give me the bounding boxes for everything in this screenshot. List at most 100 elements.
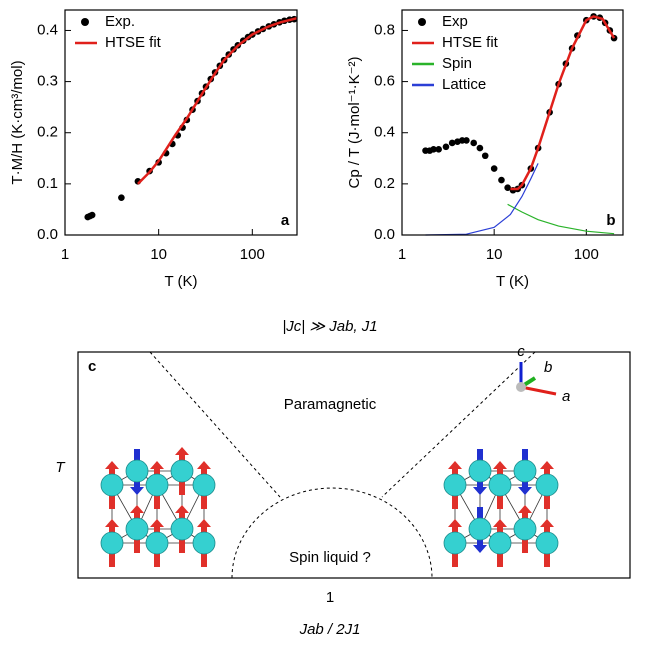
legend-label: HTSE fit bbox=[105, 34, 162, 51]
legend-marker bbox=[81, 18, 89, 26]
atom bbox=[443, 473, 467, 497]
spin-head bbox=[105, 519, 119, 527]
spin-head bbox=[175, 447, 189, 455]
data-point bbox=[481, 152, 489, 160]
legend-marker bbox=[418, 18, 426, 26]
spin-head bbox=[150, 519, 164, 527]
series-line bbox=[137, 16, 298, 185]
spin-head bbox=[448, 461, 462, 469]
x-axis-label: Jab / 2J1 bbox=[299, 621, 361, 638]
phase-boundary bbox=[149, 351, 536, 498]
atom bbox=[170, 517, 194, 541]
plot-frame bbox=[401, 9, 624, 236]
spin-head bbox=[473, 487, 487, 495]
y-tick-label: 0.2 bbox=[374, 175, 395, 192]
crystal bbox=[443, 449, 559, 567]
y-tick-label: 0.2 bbox=[37, 124, 58, 141]
spin-head bbox=[493, 519, 507, 527]
y-tick-label: 0.0 bbox=[37, 226, 58, 243]
data-point bbox=[435, 146, 442, 153]
data-point bbox=[442, 143, 450, 151]
atom bbox=[468, 459, 492, 483]
axes-icon: c b a bbox=[516, 343, 570, 405]
diagram-title: |Jc| ≫ Jab, J1 bbox=[282, 318, 377, 335]
data-point bbox=[476, 144, 484, 152]
spin-head bbox=[518, 505, 532, 513]
atom bbox=[443, 531, 467, 555]
atom bbox=[100, 473, 124, 497]
atom bbox=[468, 517, 492, 541]
diagram-frame bbox=[77, 351, 631, 579]
plot-frame bbox=[64, 9, 298, 236]
legend-label: Spin bbox=[442, 55, 472, 72]
atom bbox=[125, 517, 149, 541]
x-axis-label: T (K) bbox=[496, 273, 529, 290]
x-axis-label: T (K) bbox=[164, 273, 197, 290]
x-tick-label: 100 bbox=[240, 246, 265, 263]
x-tick-label: 100 bbox=[574, 246, 599, 263]
atom bbox=[145, 473, 169, 497]
data-point bbox=[504, 184, 511, 191]
y-tick-label: 0.4 bbox=[374, 124, 395, 141]
spin-head bbox=[493, 461, 507, 469]
crystal bbox=[100, 447, 216, 567]
atom bbox=[192, 531, 216, 555]
spin-head bbox=[473, 545, 487, 553]
data-point bbox=[118, 194, 125, 201]
spin-head bbox=[197, 519, 211, 527]
data-point bbox=[430, 146, 437, 153]
atom bbox=[192, 473, 216, 497]
data-point bbox=[448, 139, 456, 147]
panel-label: a bbox=[281, 212, 290, 229]
atom bbox=[145, 531, 169, 555]
data-point bbox=[470, 139, 478, 147]
legend-label: Exp bbox=[442, 13, 468, 30]
series-line bbox=[425, 163, 539, 236]
x-tick-label: 1 bbox=[61, 246, 69, 263]
atom bbox=[170, 459, 194, 483]
spin-head bbox=[540, 519, 554, 527]
legend-label: Lattice bbox=[442, 76, 486, 93]
region-label: Paramagnetic bbox=[284, 396, 377, 413]
spin-head bbox=[448, 519, 462, 527]
y-tick-label: 0.1 bbox=[37, 175, 58, 192]
atom bbox=[488, 473, 512, 497]
spin-head bbox=[518, 487, 532, 495]
panel-label: c bbox=[88, 358, 96, 375]
x-tick-label: 10 bbox=[150, 246, 167, 263]
data-point bbox=[88, 211, 96, 219]
axis-label: a bbox=[562, 388, 570, 405]
spin-head bbox=[540, 461, 554, 469]
spin-head bbox=[130, 505, 144, 513]
y-tick-label: 0.8 bbox=[374, 21, 395, 38]
data-point bbox=[490, 165, 498, 172]
legend-label: Exp. bbox=[105, 13, 135, 30]
axis-label: c bbox=[517, 343, 525, 360]
panel-label: b bbox=[606, 212, 615, 229]
y-tick-label: 0.3 bbox=[37, 73, 58, 90]
spin-head bbox=[150, 461, 164, 469]
atom bbox=[535, 531, 559, 555]
y-tick-label: 0.6 bbox=[374, 73, 395, 90]
y-tick-label: 0.4 bbox=[37, 21, 58, 38]
series-line bbox=[507, 203, 615, 235]
series-line bbox=[510, 15, 616, 191]
spin-head bbox=[130, 487, 144, 495]
y-axis-label: T·M/H (K·cm³/mol) bbox=[9, 60, 26, 184]
atom bbox=[125, 459, 149, 483]
spin-head bbox=[197, 461, 211, 469]
data-point bbox=[463, 137, 470, 144]
spin-head bbox=[105, 461, 119, 469]
data-point bbox=[498, 176, 505, 184]
atom bbox=[535, 473, 559, 497]
x-tick-label: 10 bbox=[486, 246, 503, 263]
atom bbox=[100, 531, 124, 555]
spin-head bbox=[175, 505, 189, 513]
axis-arrow bbox=[520, 385, 557, 396]
x-tick-label: 1 bbox=[326, 589, 334, 606]
origin bbox=[516, 382, 526, 392]
y-axis-label: T bbox=[55, 459, 66, 476]
atom bbox=[488, 531, 512, 555]
